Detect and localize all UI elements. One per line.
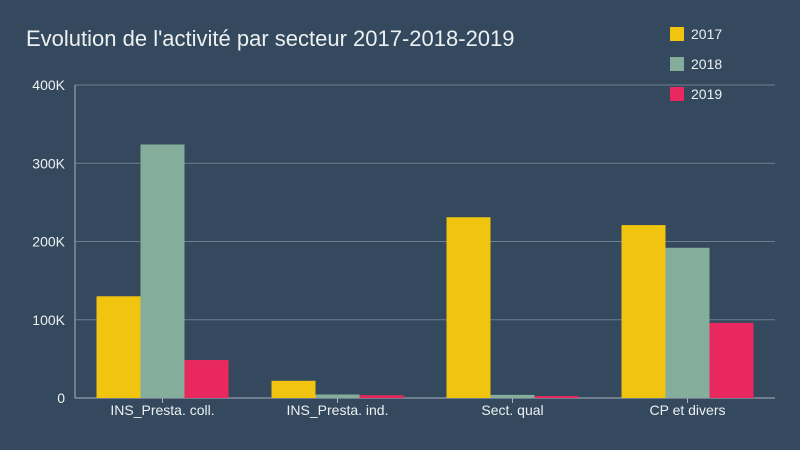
legend-label: 2019 <box>691 86 723 102</box>
legend-item-2018: 2018 <box>670 56 722 72</box>
legend-item-2019: 2019 <box>670 86 722 102</box>
y-tick-label: 0 <box>57 390 65 406</box>
legend-swatch <box>670 57 684 71</box>
bar-2017 <box>271 380 316 398</box>
x-tick-label: CP et divers <box>650 402 726 418</box>
legend-swatch <box>670 27 684 41</box>
bar-2017 <box>446 217 491 398</box>
y-tick-label: 100K <box>32 312 65 328</box>
chart-title: Evolution de l'activité par secteur 2017… <box>26 26 515 51</box>
y-tick-label: 200K <box>32 234 65 250</box>
y-tick-label: 400K <box>32 77 65 93</box>
bar-2018 <box>140 144 185 398</box>
bar-2019 <box>709 322 754 398</box>
bar-2017 <box>96 296 141 398</box>
legend-swatch <box>670 87 684 101</box>
x-tick-label: INS_Presta. ind. <box>287 402 389 418</box>
bar-2017 <box>621 225 666 398</box>
legend-label: 2017 <box>691 26 723 42</box>
bar-2018 <box>665 247 710 398</box>
bar-2019 <box>534 396 579 398</box>
bar-2018 <box>490 394 535 398</box>
x-tick-label: Sect. qual <box>481 402 543 418</box>
bar-2019 <box>184 360 229 398</box>
bar-2018 <box>315 394 360 398</box>
legend-label: 2018 <box>691 56 723 72</box>
y-tick-label: 300K <box>32 155 65 171</box>
bar-2019 <box>359 395 404 398</box>
legend-item-2017: 2017 <box>670 26 722 42</box>
x-tick-label: INS_Presta. coll. <box>110 402 214 418</box>
